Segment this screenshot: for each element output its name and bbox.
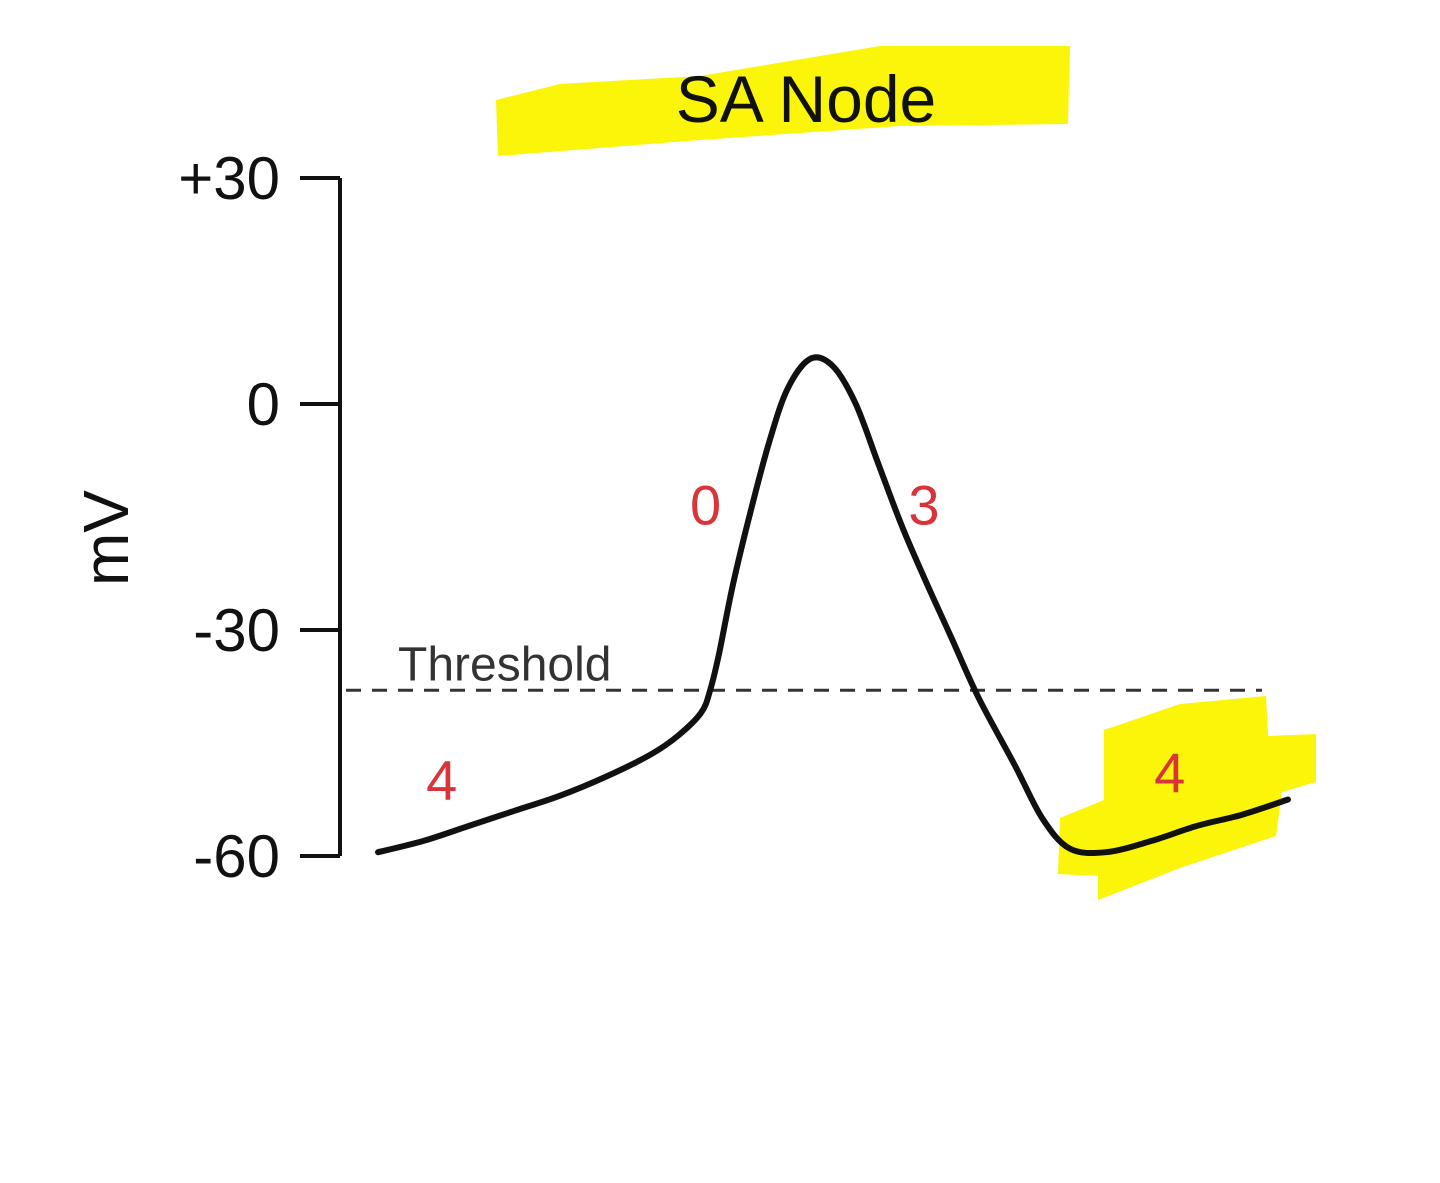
title-highlight [496,46,1070,156]
y-tick-label: 0 [247,371,280,438]
phase-label-3: 3 [908,474,939,537]
phase-4-highlight [1058,696,1316,900]
y-axis-ticks: +30 0 -30 -60 [178,145,340,890]
action-potential-line [375,354,1291,857]
phase-label-4: 4 [1154,741,1185,804]
phase-labels: 4 0 3 4 [426,474,1185,812]
y-tick-label: -30 [193,597,280,664]
phase-label-0: 0 [690,474,721,537]
y-tick-label: -60 [193,823,280,890]
phase-label-4: 4 [426,749,457,812]
y-tick-label: +30 [178,145,280,212]
threshold-label: Threshold [398,638,611,691]
chart-title: SA Node [676,62,937,136]
y-axis-label: mV [70,490,142,586]
